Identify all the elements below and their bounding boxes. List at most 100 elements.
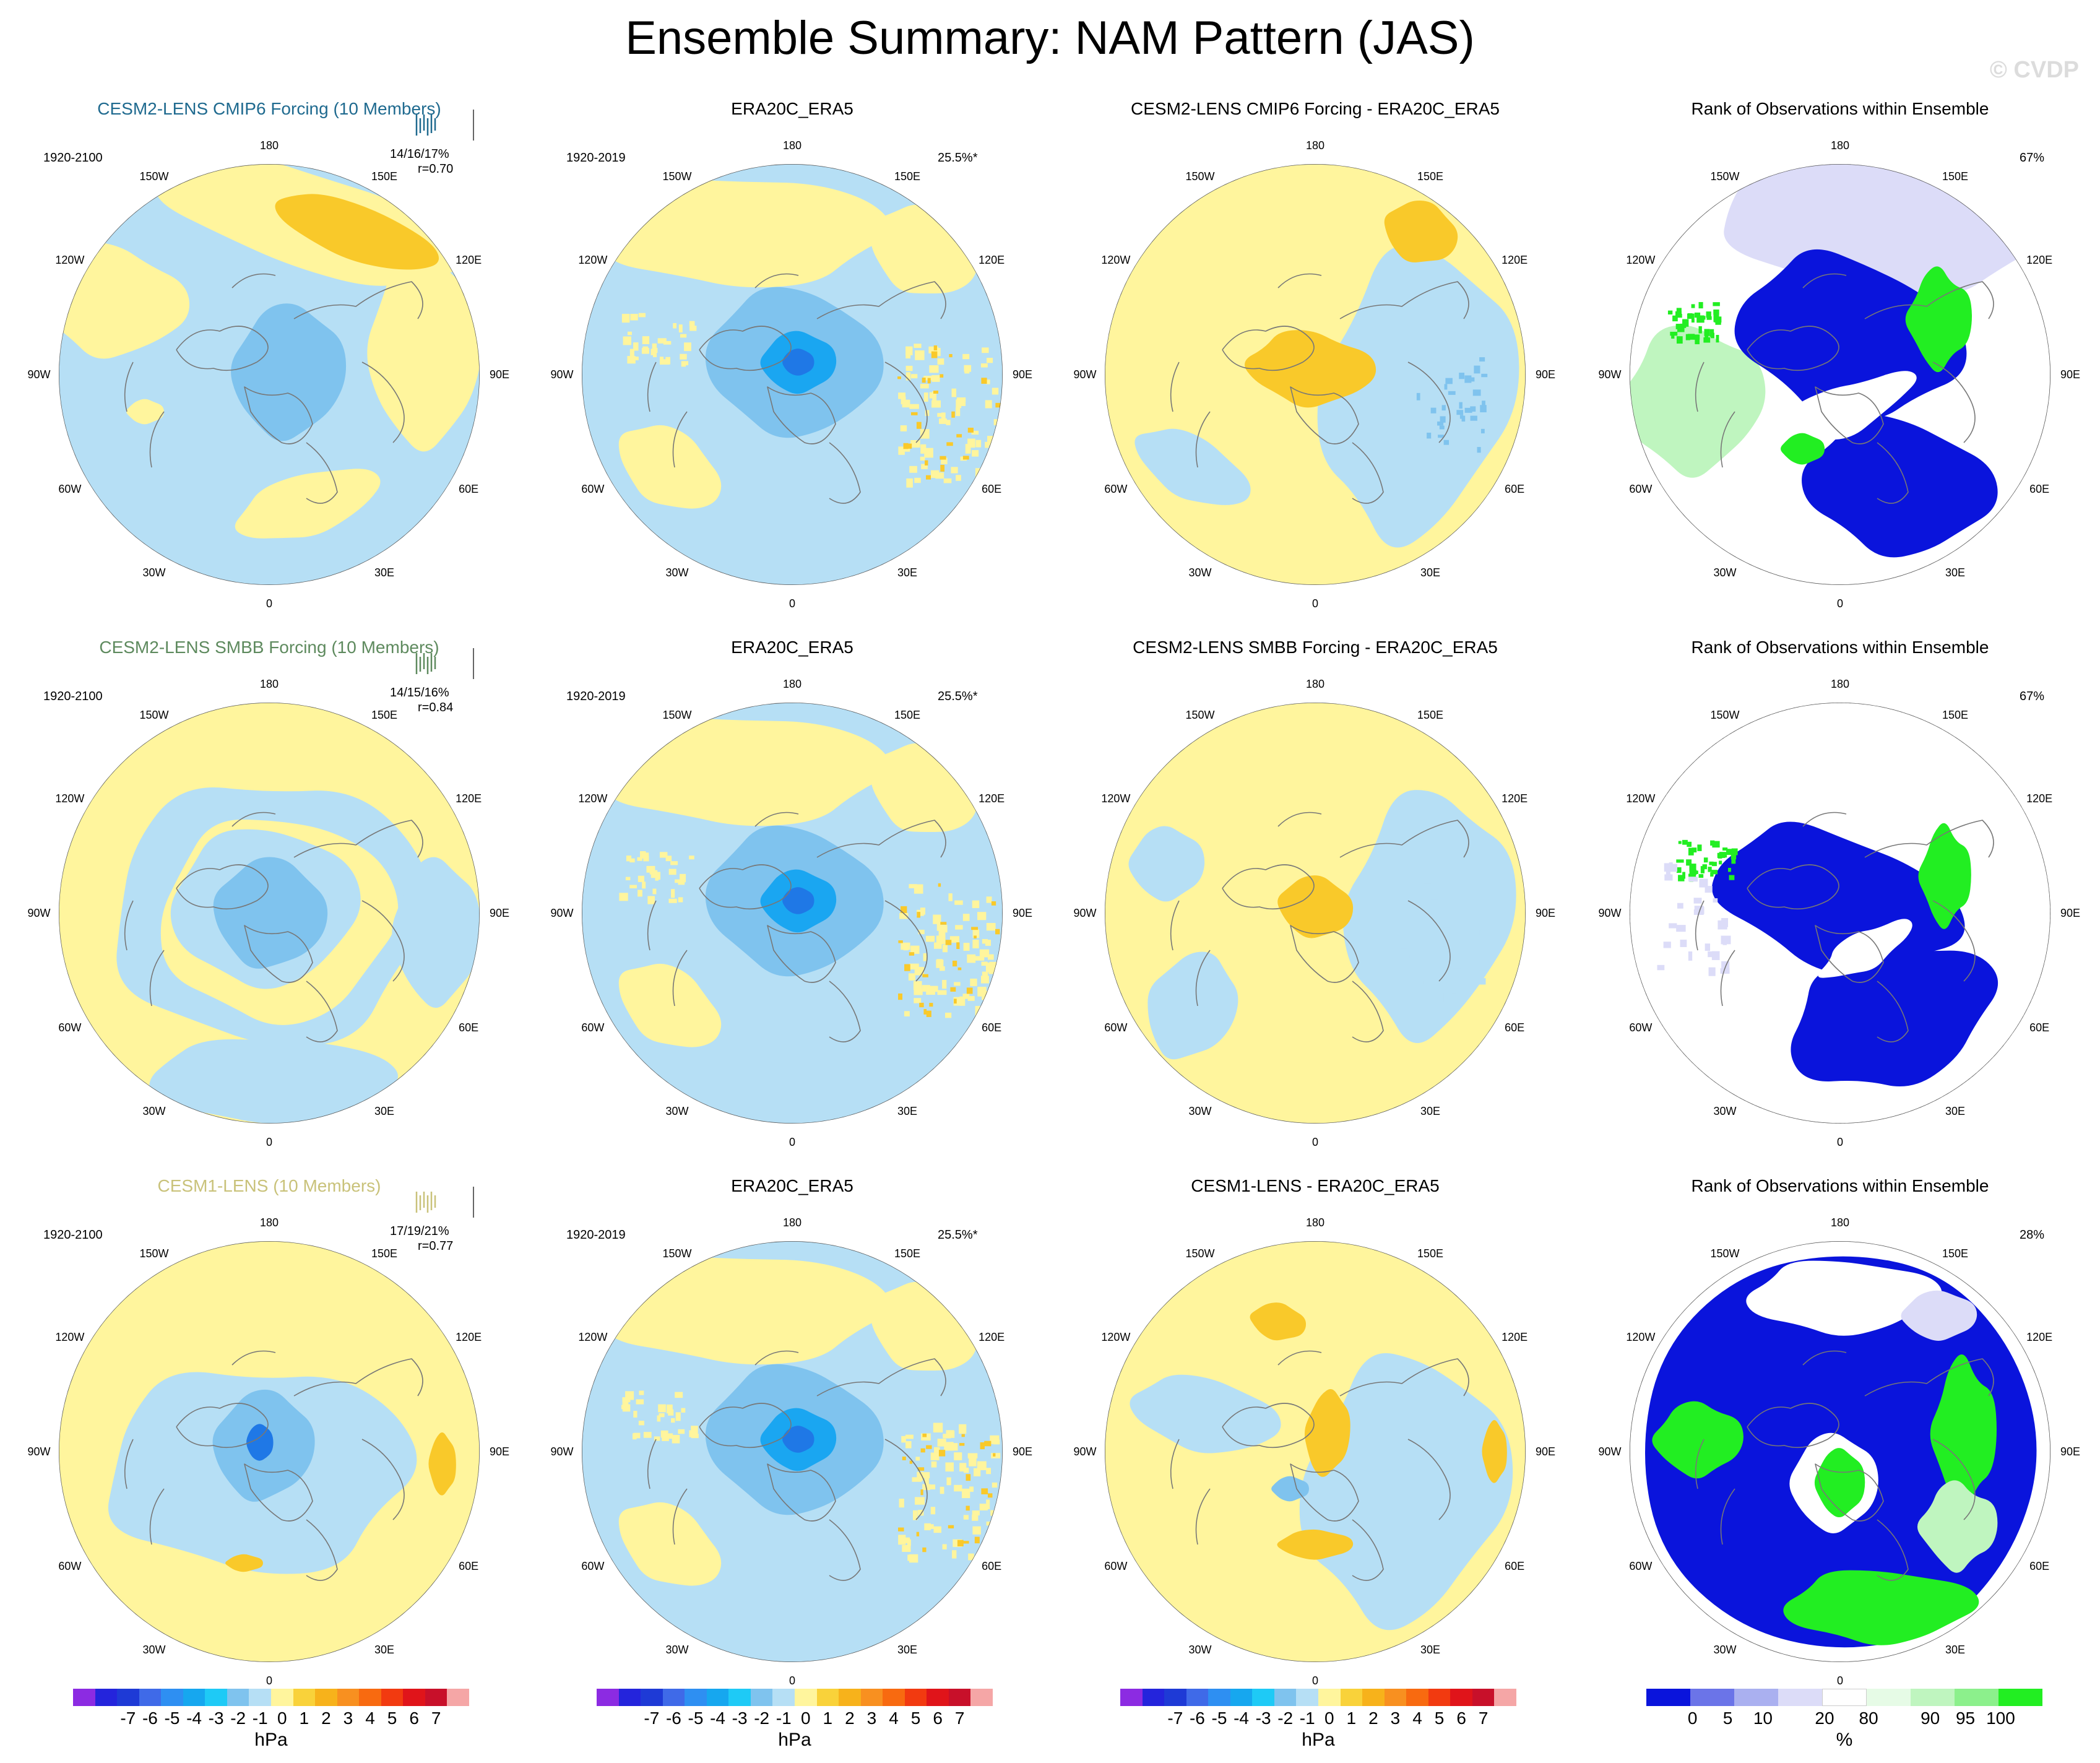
- coastline-outlines: [1170, 812, 1469, 1042]
- colorbar-tick-label: 6: [409, 1709, 419, 1728]
- pattern-stats: 14/15/16%: [390, 686, 449, 700]
- coastline-outlines: [124, 812, 423, 1042]
- colorbar-tick-label: -7: [1167, 1709, 1183, 1728]
- colorbar-tick-label: 2: [321, 1709, 331, 1728]
- polar-map: [1105, 164, 1526, 585]
- colorbar-swatch: [403, 1689, 426, 1706]
- colorbar-swatch: [1866, 1689, 1911, 1706]
- colorbar-swatch: [1646, 1689, 1691, 1706]
- period-label: 1920-2019: [566, 690, 626, 703]
- positive-anomaly-band: [618, 963, 722, 1047]
- polar-map: [1630, 164, 2050, 585]
- longitude-label: 30E: [1945, 566, 1966, 579]
- negative-anomaly-band: [1130, 1374, 1281, 1453]
- longitude-label: 60W: [1629, 1021, 1653, 1034]
- longitude-label: 60E: [2029, 1021, 2050, 1034]
- negative-anomaly-band: [1128, 826, 1205, 902]
- negative-anomaly-center: [231, 303, 347, 441]
- polar-map: [582, 164, 1003, 585]
- colorbar-tick-label: -1: [1299, 1709, 1315, 1728]
- longitude-label: 150W: [1710, 708, 1740, 721]
- colorbar-swatch: [641, 1689, 663, 1706]
- colorbar-tick-label: 5: [1722, 1709, 1733, 1728]
- longitude-label: 30E: [897, 1105, 918, 1118]
- colorbar-swatch: [1998, 1689, 2043, 1706]
- rank-band-green: [1783, 1570, 1979, 1645]
- longitude-label: 90E: [1535, 907, 1556, 919]
- longitude-label: 150E: [1942, 1247, 1969, 1260]
- longitude-label: 150E: [371, 170, 398, 183]
- longitude-label: 120E: [456, 254, 482, 266]
- colorbar-swatch: [139, 1689, 162, 1706]
- colorbar-swatch: [95, 1689, 118, 1706]
- variance-explained: 25.5%*: [938, 151, 978, 165]
- longitude-label: 30E: [1945, 1644, 1966, 1657]
- longitude-label: 90W: [1598, 368, 1622, 381]
- colorbar-swatch: [249, 1689, 272, 1706]
- colorbar-swatch: [597, 1689, 620, 1706]
- longitude-label: 90E: [2060, 1445, 2081, 1458]
- colorbar-tick-label: 5: [387, 1709, 397, 1728]
- colorbar-swatch: [183, 1689, 205, 1706]
- colorbar-tick-label: 3: [866, 1709, 877, 1728]
- panel-title: CESM1-LENS - ERA20C_ERA5: [1191, 1176, 1440, 1195]
- rank-speckle: [1667, 301, 1722, 345]
- longitude-label: 150W: [662, 708, 692, 721]
- longitude-label: 0: [266, 1136, 273, 1148]
- pattern-correlation: r=0.84: [418, 701, 454, 714]
- longitude-label: 150W: [1710, 170, 1740, 183]
- colorbar-tick-label: 0: [1687, 1709, 1698, 1728]
- colorbar-tick-label: 4: [365, 1709, 375, 1728]
- colorbar-swatch: [685, 1689, 707, 1706]
- polar-map: [59, 703, 480, 1124]
- colorbar-swatch: [1734, 1689, 1779, 1706]
- longitude-label: 90W: [550, 907, 574, 919]
- longitude-label: 180: [259, 1216, 279, 1229]
- longitude-label: 120W: [578, 792, 608, 805]
- colorbar-tick-label: -5: [164, 1709, 180, 1728]
- positive-anomaly-center: [1277, 875, 1354, 938]
- longitude-label: 60W: [1104, 1560, 1128, 1572]
- positive-speckle: [899, 884, 997, 1018]
- longitude-label: 30E: [1420, 1105, 1441, 1118]
- positive-anomaly-band: [606, 718, 891, 826]
- colorbar-swatch: [337, 1689, 360, 1706]
- longitude-label: 60W: [1104, 483, 1128, 495]
- colorbar-tick-label: -6: [1189, 1709, 1205, 1728]
- colorbar-tick-label: -5: [1211, 1709, 1227, 1728]
- colorbar-swatch: [728, 1689, 751, 1706]
- longitude-label: 30W: [665, 1644, 689, 1657]
- colorbar-swatch: [425, 1689, 447, 1706]
- colorbar-tick-label: 20: [1815, 1709, 1834, 1728]
- colorbar-unit: hPa: [778, 1730, 811, 1750]
- polar-map: [1105, 1241, 1526, 1662]
- colorbar-swatch: [73, 1689, 96, 1706]
- colorbar-swatch: [904, 1689, 927, 1706]
- colorbar-unit: %: [1836, 1730, 1853, 1750]
- pattern-correlation: r=0.77: [418, 1239, 454, 1253]
- longitude-label: 120W: [1101, 254, 1131, 266]
- colorbar-tick-label: -3: [208, 1709, 224, 1728]
- longitude-label: 180: [782, 1216, 802, 1229]
- positive-speckle: [897, 345, 1001, 480]
- rank-band-green: [1781, 433, 1825, 465]
- main-title: Ensemble Summary: NAM Pattern (JAS): [625, 12, 1475, 64]
- longitude-label: 120E: [2026, 1331, 2053, 1343]
- longitude-label: 120E: [979, 1331, 1005, 1343]
- colorbar-tick-label: 100: [1986, 1709, 2015, 1728]
- longitude-label: 60W: [58, 1560, 82, 1572]
- polar-map: [582, 703, 1003, 1124]
- longitude-label: 30E: [897, 566, 918, 579]
- panel-title: CESM2-LENS SMBB Forcing - ERA20C_ERA5: [1133, 638, 1498, 657]
- longitude-label: 180: [1305, 139, 1325, 152]
- longitude-label: 90E: [489, 368, 510, 381]
- colorbar-tick-label: 1: [299, 1709, 309, 1728]
- colorbar-hpa: -7 -6 -5 -4 -3 -2 -1 0 1 2 3 4 5 6 7 hPa: [597, 1689, 993, 1757]
- longitude-label: 90E: [1012, 907, 1033, 919]
- colorbar-tick-label: 1: [1346, 1709, 1357, 1728]
- colorbar-tick-label: 3: [343, 1709, 353, 1728]
- longitude-label: 150E: [894, 1247, 921, 1260]
- colorbar-unit: hPa: [254, 1730, 288, 1750]
- colorbar-swatch: [161, 1689, 184, 1706]
- coastline-outlines: [647, 812, 946, 1042]
